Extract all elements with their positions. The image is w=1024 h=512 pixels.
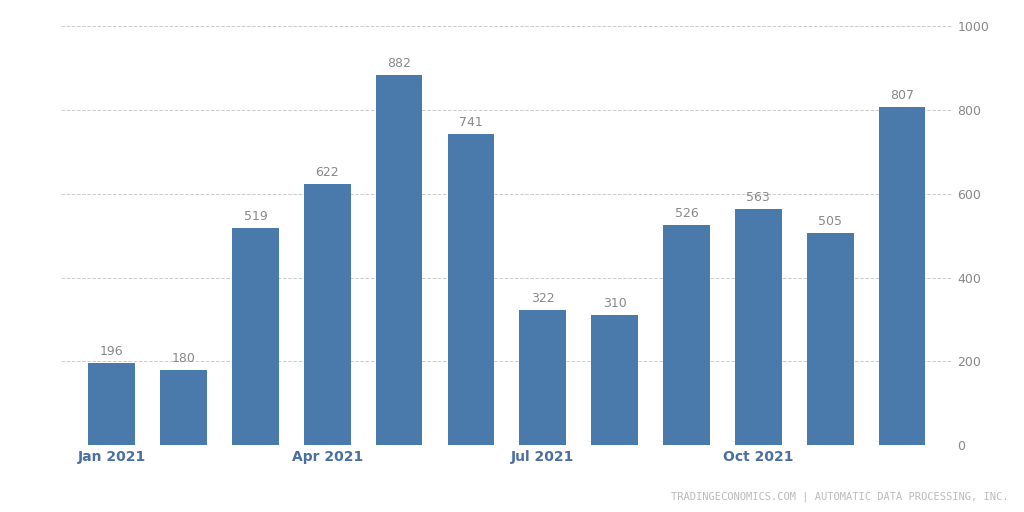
Bar xyxy=(304,184,350,445)
Text: TRADINGECONOMICS.COM | AUTOMATIC DATA PROCESSING, INC.: TRADINGECONOMICS.COM | AUTOMATIC DATA PR… xyxy=(671,491,1009,502)
Text: 505: 505 xyxy=(818,216,842,228)
Text: 519: 519 xyxy=(244,209,267,223)
Text: 180: 180 xyxy=(172,352,196,365)
Text: 741: 741 xyxy=(459,116,483,130)
Text: 322: 322 xyxy=(531,292,555,305)
Bar xyxy=(879,106,926,445)
Text: 196: 196 xyxy=(100,345,124,358)
Bar xyxy=(160,370,207,445)
Bar xyxy=(232,227,279,445)
Bar xyxy=(591,315,638,445)
Text: 622: 622 xyxy=(315,166,339,179)
Text: 807: 807 xyxy=(890,89,914,101)
Bar xyxy=(807,233,854,445)
Bar xyxy=(519,310,566,445)
Bar xyxy=(735,209,781,445)
Text: 882: 882 xyxy=(387,57,411,70)
Text: 563: 563 xyxy=(746,191,770,204)
Bar xyxy=(88,363,135,445)
Text: 310: 310 xyxy=(603,297,627,310)
Text: 526: 526 xyxy=(675,206,698,220)
Bar xyxy=(447,134,495,445)
Bar xyxy=(664,225,710,445)
Bar xyxy=(376,75,423,445)
